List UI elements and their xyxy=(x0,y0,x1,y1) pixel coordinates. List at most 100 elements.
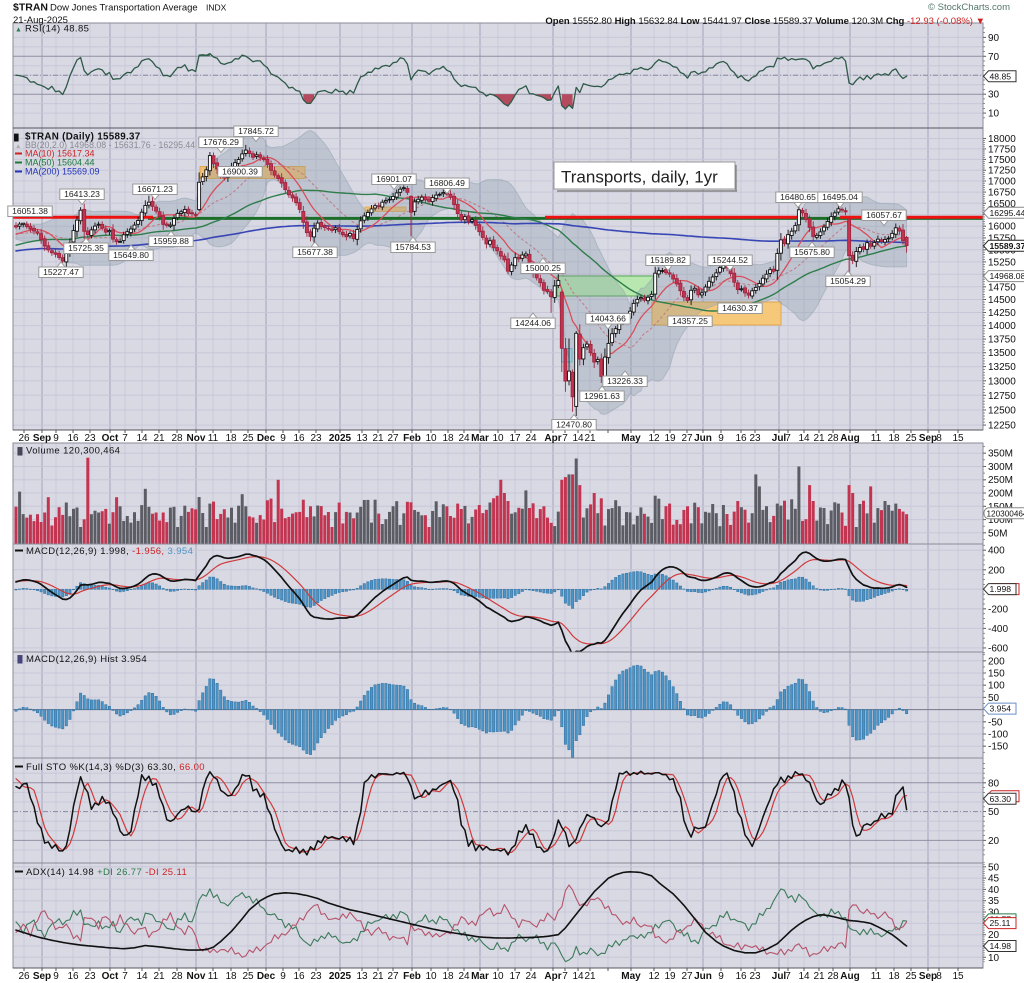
svg-text:28: 28 xyxy=(171,433,183,444)
svg-text:13500: 13500 xyxy=(988,348,1016,359)
svg-text:7: 7 xyxy=(122,433,128,444)
svg-text:16: 16 xyxy=(735,433,747,444)
svg-text:12: 12 xyxy=(648,433,660,444)
svg-text:35: 35 xyxy=(988,896,1000,907)
svg-text:10: 10 xyxy=(492,433,504,444)
svg-text:Jul: Jul xyxy=(772,433,787,444)
svg-text:Feb: Feb xyxy=(403,433,421,444)
svg-text:16413.23: 16413.23 xyxy=(64,189,100,199)
svg-text:28: 28 xyxy=(827,971,839,982)
svg-text:▲: ▲ xyxy=(15,27,22,34)
svg-text:50: 50 xyxy=(988,862,1000,873)
svg-text:21: 21 xyxy=(813,971,825,982)
svg-text:45: 45 xyxy=(988,874,1000,885)
svg-text:16480.65: 16480.65 xyxy=(780,192,816,202)
svg-text:21: 21 xyxy=(153,433,165,444)
svg-text:16: 16 xyxy=(293,971,305,982)
svg-text:24: 24 xyxy=(458,433,470,444)
svg-text:16: 16 xyxy=(67,433,79,444)
svg-text:Nov: Nov xyxy=(187,971,206,982)
svg-text:MA(50) 15604.44: MA(50) 15604.44 xyxy=(25,158,95,168)
svg-text:21: 21 xyxy=(372,971,384,982)
svg-text:16900.39: 16900.39 xyxy=(222,167,258,177)
svg-text:9: 9 xyxy=(53,971,59,982)
svg-text:16750: 16750 xyxy=(988,188,1016,199)
svg-text:23: 23 xyxy=(84,433,96,444)
svg-text:23: 23 xyxy=(310,433,322,444)
svg-text:Aug: Aug xyxy=(840,433,859,444)
svg-text:7: 7 xyxy=(122,971,128,982)
svg-text:14500: 14500 xyxy=(988,295,1016,306)
svg-text:14244.06: 14244.06 xyxy=(515,318,551,328)
svg-text:15: 15 xyxy=(952,971,964,982)
svg-text:-400: -400 xyxy=(988,624,1008,635)
svg-text:11: 11 xyxy=(208,971,219,982)
svg-text:8: 8 xyxy=(936,433,942,444)
svg-text:15784.53: 15784.53 xyxy=(395,242,431,252)
svg-text:17000: 17000 xyxy=(988,177,1016,188)
svg-text:May: May xyxy=(621,433,641,444)
svg-text:Jun: Jun xyxy=(694,971,712,982)
svg-text:11: 11 xyxy=(871,971,882,982)
svg-text:Sep: Sep xyxy=(919,433,937,444)
svg-text:28: 28 xyxy=(827,433,839,444)
svg-text:15675.80: 15675.80 xyxy=(794,247,830,257)
svg-text:21-Aug-2025: 21-Aug-2025 xyxy=(13,15,68,26)
svg-text:40: 40 xyxy=(988,885,1000,896)
svg-text:12: 12 xyxy=(648,971,660,982)
svg-text:50: 50 xyxy=(988,693,1000,704)
svg-text:15725.35: 15725.35 xyxy=(68,243,104,253)
svg-text:25: 25 xyxy=(905,433,917,444)
svg-text:23: 23 xyxy=(310,971,322,982)
svg-text:Jun: Jun xyxy=(694,433,712,444)
svg-text:Transports, daily, 1yr: Transports, daily, 1yr xyxy=(561,168,718,187)
svg-text:17750: 17750 xyxy=(988,144,1016,155)
svg-text:INDX: INDX xyxy=(206,3,227,13)
svg-text:30: 30 xyxy=(988,908,1000,919)
svg-text:Dec: Dec xyxy=(257,971,276,982)
svg-text:11: 11 xyxy=(208,433,219,444)
svg-text:350M: 350M xyxy=(988,449,1013,460)
svg-text:© StockCharts.com: © StockCharts.com xyxy=(928,2,1010,13)
svg-text:2025: 2025 xyxy=(329,971,352,982)
svg-text:11: 11 xyxy=(871,433,882,444)
svg-text:9: 9 xyxy=(280,433,286,444)
svg-text:Open 15552.80 High 15632.84 Lo: Open 15552.80 High 15632.84 Low 15441.97… xyxy=(545,16,985,27)
svg-text:16495.04: 16495.04 xyxy=(822,192,858,202)
svg-text:16500: 16500 xyxy=(988,199,1016,210)
svg-text:8: 8 xyxy=(936,971,942,982)
svg-text:18: 18 xyxy=(888,971,900,982)
svg-text:15054.29: 15054.29 xyxy=(830,276,866,286)
svg-text:150: 150 xyxy=(988,669,1005,680)
svg-text:21: 21 xyxy=(153,971,165,982)
svg-text:13: 13 xyxy=(356,433,368,444)
svg-text:16901.07: 16901.07 xyxy=(376,174,412,184)
svg-text:250M: 250M xyxy=(988,475,1013,486)
svg-text:MACD(12,26,9) Hist 3.954: MACD(12,26,9) Hist 3.954 xyxy=(26,654,147,665)
svg-text:18: 18 xyxy=(442,433,454,444)
svg-text:15000.25: 15000.25 xyxy=(525,263,561,273)
svg-text:10: 10 xyxy=(425,971,437,982)
svg-text:21: 21 xyxy=(813,433,825,444)
svg-text:17: 17 xyxy=(509,971,521,982)
svg-text:24: 24 xyxy=(458,971,470,982)
svg-text:Volume 120,300,464: Volume 120,300,464 xyxy=(26,446,120,457)
svg-text:27: 27 xyxy=(387,433,399,444)
svg-text:24: 24 xyxy=(525,433,537,444)
svg-text:15244.52: 15244.52 xyxy=(712,255,748,265)
svg-text:Sep: Sep xyxy=(919,971,937,982)
svg-text:14630.37: 14630.37 xyxy=(722,303,758,313)
svg-text:17: 17 xyxy=(509,433,521,444)
svg-text:100M: 100M xyxy=(988,515,1013,526)
svg-text:Dec: Dec xyxy=(257,433,276,444)
svg-text:300M: 300M xyxy=(988,462,1013,473)
svg-text:21: 21 xyxy=(584,433,596,444)
svg-text:80: 80 xyxy=(988,778,1000,789)
svg-text:Jul: Jul xyxy=(772,971,787,982)
svg-text:-100: -100 xyxy=(988,730,1008,741)
svg-text:7: 7 xyxy=(562,971,568,982)
svg-text:120300464: 120300464 xyxy=(987,509,1024,518)
svg-text:26: 26 xyxy=(18,971,30,982)
svg-text:16057.67: 16057.67 xyxy=(866,210,902,220)
svg-text:-600: -600 xyxy=(988,643,1008,654)
